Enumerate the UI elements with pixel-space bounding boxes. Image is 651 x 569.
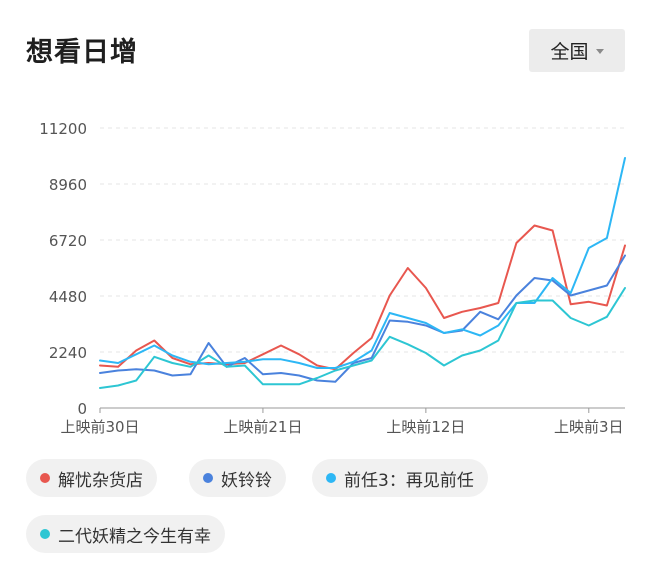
y-tick-label: 2240 (49, 344, 87, 362)
series-line-2 (99, 254, 626, 383)
series-line-3 (99, 157, 626, 369)
legend-label: 前任3：再见前任 (344, 470, 474, 491)
region-label: 全国 (550, 41, 589, 63)
y-tick-label: 0 (77, 400, 87, 418)
y-axis-ticks: 0 2240 4480 6720 8960 11200 (39, 120, 87, 418)
x-tick-label: 上映前30日 (60, 418, 139, 436)
series-line-4 (99, 287, 626, 389)
legend-item-二代妖精之今生有幸[interactable]: 二代妖精之今生有幸 (26, 515, 225, 553)
legend-item-解忧杂货店[interactable]: 解忧杂货店 (26, 459, 157, 497)
page-title: 想看日增 (26, 37, 138, 68)
legend-label: 解忧杂货店 (58, 470, 143, 491)
series-lines (99, 157, 626, 389)
y-tick-label: 8960 (49, 176, 87, 194)
legend-dot-icon (203, 473, 213, 483)
grid-lines (100, 127, 625, 409)
legend-dot-icon (326, 473, 336, 483)
series-line-1 (99, 224, 626, 371)
legend-item-妖铃铃[interactable]: 妖铃铃 (189, 459, 286, 497)
y-tick-label: 11200 (39, 120, 87, 138)
x-axis-ticks: 上映前30日 上映前21日 上映前12日 上映前3日 (60, 408, 624, 436)
legend-label: 二代妖精之今生有幸 (58, 526, 211, 547)
y-tick-label: 4480 (49, 288, 87, 306)
x-tick-label: 上映前21日 (223, 418, 302, 436)
legend-item-前任3[interactable]: 前任3：再见前任 (312, 459, 488, 497)
caret-down-icon (595, 49, 604, 54)
y-tick-label: 6720 (49, 232, 87, 250)
x-tick-label: 上映前3日 (554, 418, 624, 436)
region-select[interactable]: 全国 (529, 29, 625, 72)
legend-dot-icon (40, 529, 50, 539)
legend-dot-icon (40, 473, 50, 483)
legend-label: 妖铃铃 (221, 470, 272, 491)
x-tick-label: 上映前12日 (386, 418, 465, 436)
line-chart: 0 2240 4480 6720 8960 11200 上映前30日 上映前21日 上映前12… (39, 120, 626, 436)
